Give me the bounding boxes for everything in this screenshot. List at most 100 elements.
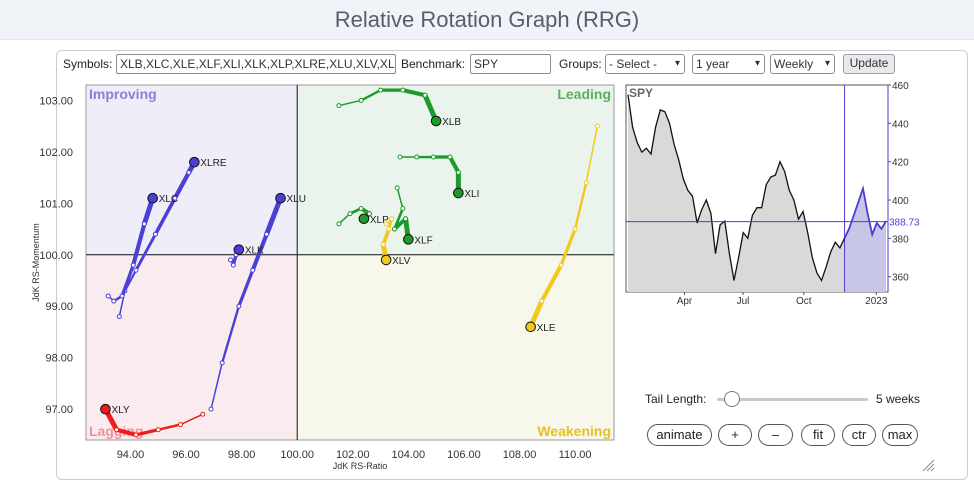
x-tick-label: 106.00 <box>447 449 481 461</box>
x-tick-label: 100.00 <box>280 449 314 461</box>
rrg-tail-xlk: XLK <box>228 244 264 268</box>
symbol-label: XLF <box>414 235 432 246</box>
plot-border <box>85 84 615 441</box>
benchmark-title: SPY <box>629 86 653 100</box>
quadrant-label-weakening: Weakening <box>537 423 611 439</box>
tail-segment <box>447 154 461 175</box>
tail-segment <box>396 187 404 210</box>
x-tick-label: 98.00 <box>228 449 256 461</box>
head-point <box>100 403 111 415</box>
symbol-label: XLY <box>111 405 129 416</box>
symbol-label: XLB <box>442 117 461 128</box>
tail-point <box>133 267 139 273</box>
symbols-input[interactable]: XLB,XLC,XLE,XLF,XLI,XLK,XLP,XLRE,XLU,XLV… <box>116 54 396 74</box>
rrg-tail-xle: XLE <box>525 123 600 334</box>
tail-point <box>383 221 389 227</box>
tail-point <box>236 303 242 309</box>
x-axis-label: JdK RS-Ratio <box>333 461 388 471</box>
benchmark-y-tick-label: 420 <box>892 158 909 169</box>
center-button[interactable]: ctr <box>842 424 876 446</box>
max-button[interactable]: max <box>882 424 918 446</box>
interval-select[interactable]: Weekly ▾ <box>770 54 835 74</box>
symbol-label: XLC <box>159 194 178 205</box>
benchmark-y-tick-label: 400 <box>892 196 909 207</box>
tail-segment <box>585 125 599 184</box>
tail-point <box>447 154 453 160</box>
groups-select-value: - Select - <box>609 57 658 71</box>
tail-point <box>397 154 403 160</box>
tail-point <box>172 195 178 201</box>
quadrant-lagging <box>86 254 298 440</box>
head-point <box>147 192 158 204</box>
tail-segment <box>120 263 135 298</box>
benchmark-input[interactable]: SPY <box>470 54 551 74</box>
groups-select[interactable]: - Select - ▾ <box>605 54 685 74</box>
rrg-tail-xlc: XLC <box>105 192 178 304</box>
tail-point <box>116 314 122 320</box>
tail-point <box>386 226 392 232</box>
tail-length-slider-track[interactable] <box>717 398 868 401</box>
tail-point <box>250 267 256 273</box>
tail-segment <box>157 423 182 431</box>
tail-segment <box>338 212 351 225</box>
rrg-tail-xli: XLI <box>397 154 479 200</box>
interval-select-value: Weekly <box>774 57 814 71</box>
tail-segment <box>264 195 284 237</box>
fit-button[interactable]: fit <box>801 424 835 446</box>
tail-segment <box>220 305 241 365</box>
x-tick-label: 94.00 <box>117 449 145 461</box>
chevron-down-icon: ▾ <box>824 58 830 69</box>
benchmark-x-tick-label: Apr <box>677 296 693 307</box>
tail-segment <box>539 263 564 304</box>
tail-point <box>380 241 386 247</box>
tail-point <box>114 427 120 433</box>
y-tick-label: 100.00 <box>39 250 73 262</box>
tail-point <box>366 211 372 217</box>
tail-point <box>119 293 125 299</box>
tail-point <box>264 231 270 237</box>
tail-point <box>230 262 236 268</box>
tail-point <box>430 154 436 160</box>
rrg-tail-xlp: XLP <box>336 205 389 227</box>
tail-point <box>414 154 420 160</box>
rrg-tail-xlb: XLB <box>336 87 461 128</box>
tail-point <box>391 226 397 232</box>
x-tick-label: 104.00 <box>392 449 426 461</box>
tail-segment <box>250 232 269 273</box>
benchmark-x-tick-label: Oct <box>796 296 812 307</box>
chevron-down-icon: ▾ <box>754 58 760 69</box>
zoom-out-button[interactable]: – <box>758 424 793 446</box>
tail-segment <box>338 99 362 107</box>
tail-length-label: Tail Length: <box>645 392 707 406</box>
benchmark-line <box>627 94 887 283</box>
rrg-tail-xlf: XLF <box>391 185 433 246</box>
tail-point <box>152 231 158 237</box>
x-tick-label: 102.00 <box>336 449 370 461</box>
head-point <box>403 234 414 245</box>
head-point <box>453 187 464 199</box>
symbol-label: XLK <box>245 246 264 257</box>
tail-point <box>358 97 364 103</box>
symbol-label: XLRE <box>200 158 226 169</box>
zoom-in-button[interactable]: + <box>718 424 752 446</box>
tail-segment <box>559 227 577 267</box>
symbol-label: XLI <box>464 189 479 200</box>
y-tick-label: 99.00 <box>45 301 73 313</box>
tail-point <box>228 257 234 263</box>
tail-point <box>400 205 406 211</box>
tail-length-slider-thumb[interactable] <box>724 391 741 407</box>
tail-point <box>558 262 564 268</box>
animate-button[interactable]: animate <box>647 424 712 446</box>
resize-handle-icon[interactable] <box>921 458 935 472</box>
update-button[interactable]: Update <box>843 54 895 74</box>
benchmark-y-tick-label: 360 <box>892 273 909 284</box>
tail-point <box>403 216 409 222</box>
period-select[interactable]: 1 year ▾ <box>692 54 765 74</box>
quadrant-label-improving: Improving <box>89 86 157 102</box>
tail-point <box>177 422 183 428</box>
tail-segment <box>134 232 157 272</box>
head-point <box>380 254 392 266</box>
tail-point <box>594 123 600 129</box>
symbol-label: XLP <box>370 215 389 226</box>
x-tick-label: 110.00 <box>559 449 592 461</box>
